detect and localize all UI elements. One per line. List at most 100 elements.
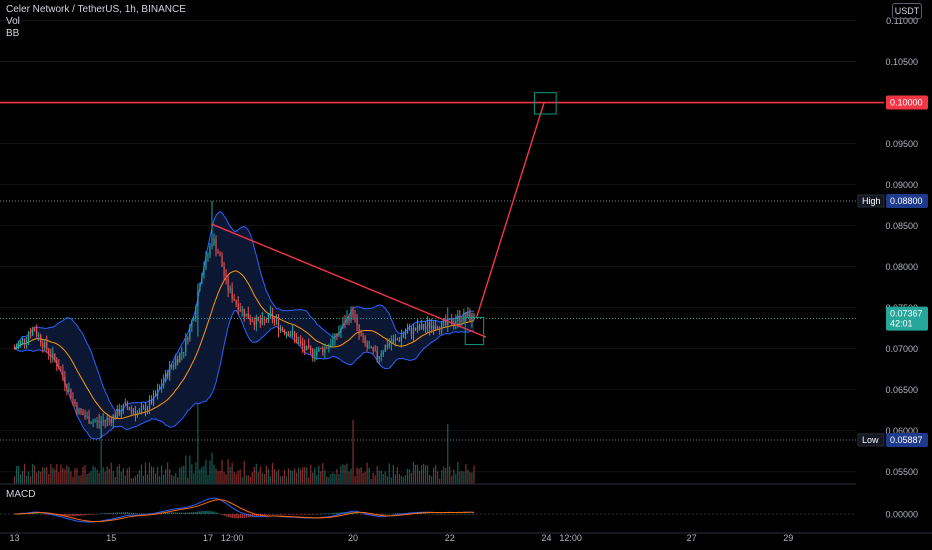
candle-body [68, 388, 70, 391]
macd-histogram-bar [191, 512, 193, 514]
macd-histogram-bar [336, 512, 338, 514]
price-tick-label: 0.08500 [885, 221, 918, 231]
candle-body [177, 359, 179, 363]
macd-histogram-bar [237, 514, 239, 519]
volume-bar [150, 466, 153, 484]
macd-histogram-bar [449, 513, 451, 515]
volume-bar [453, 469, 455, 484]
macd-histogram-bar [193, 512, 195, 514]
candle-body [211, 244, 213, 247]
volume-bar [308, 477, 310, 484]
candle-body [429, 322, 431, 329]
candle-body [92, 421, 94, 424]
candle-body [132, 409, 135, 412]
macd-histogram-bar [233, 514, 235, 519]
high-price-badge-tag [857, 194, 885, 208]
macd-histogram-bar [114, 512, 116, 514]
volume-bar [118, 464, 120, 484]
macd-histogram-bar [441, 514, 443, 515]
candle-body [227, 277, 229, 291]
candle-body [293, 331, 296, 337]
volume-bar [132, 477, 135, 484]
candle-body [346, 316, 348, 324]
candle-body [402, 335, 405, 337]
macd-histogram-bar [340, 512, 342, 514]
macd-histogram-bar [239, 514, 241, 519]
volume-bar [412, 461, 415, 484]
candle-body [414, 327, 417, 331]
macd-zero-label: 0.00000 [885, 510, 918, 520]
macd-histogram-bar [431, 513, 433, 515]
volume-bar [42, 467, 44, 484]
candle-body [273, 319, 276, 321]
candle-body [332, 339, 334, 346]
macd-histogram-bar [461, 514, 463, 515]
volume-bar [378, 470, 380, 484]
volume-bar [56, 464, 58, 484]
macd-histogram-bar [213, 511, 215, 514]
volume-bar [263, 473, 265, 484]
macd-histogram-bar [34, 513, 36, 514]
candle-body [15, 347, 18, 349]
candle-body [328, 345, 330, 349]
macd-histogram-bar [189, 512, 191, 514]
candle-body [229, 288, 231, 291]
volume-bar [241, 477, 243, 484]
time-tick-label: 12:00 [559, 533, 582, 543]
candle-body [318, 347, 320, 351]
macd-histogram-bar [144, 513, 147, 514]
volume-bar [269, 476, 272, 484]
volume-bar [249, 476, 251, 484]
candle-body [136, 412, 139, 416]
currency-button[interactable]: USDT [892, 3, 922, 19]
macd-histogram-bar [171, 512, 173, 514]
candle-body [302, 343, 304, 347]
volume-bar [84, 465, 86, 484]
volume-bar [471, 472, 473, 484]
volume-bar [138, 470, 141, 484]
volume-bar [296, 472, 298, 484]
volume-bar [199, 469, 201, 484]
candle-body [340, 328, 342, 333]
volume-bar [344, 464, 346, 484]
volume-bar [402, 477, 405, 484]
candle-body [356, 317, 358, 326]
macd-histogram-bar [364, 514, 366, 515]
volume-bar [414, 464, 417, 484]
candle-body [408, 328, 411, 331]
macd-histogram-bar [420, 513, 423, 514]
candle-body [287, 332, 290, 336]
volume-bar [338, 474, 340, 484]
candle-body [330, 345, 332, 347]
candle-body [320, 347, 322, 349]
candle-body [217, 250, 219, 254]
macd-histogram-bar [132, 512, 135, 514]
candle-body [199, 283, 201, 291]
volume-bar [271, 462, 274, 484]
volume-bar [185, 455, 187, 484]
macd-histogram-bar [179, 512, 181, 514]
descending-trendline [211, 223, 487, 338]
volume-bar [259, 466, 261, 484]
volume-bar [312, 472, 314, 484]
bb-lower-line [14, 309, 475, 440]
volume-bar [243, 461, 245, 484]
macd-histogram-bar [209, 511, 211, 514]
macd-histogram-bar [100, 513, 102, 515]
candle-body [167, 372, 169, 377]
volume-bar [114, 477, 116, 484]
volume-bar [189, 455, 191, 484]
volume-bar [437, 471, 439, 484]
macd-histogram-bar [92, 514, 94, 515]
macd-histogram-bar [386, 514, 388, 515]
candle-body [163, 380, 165, 386]
macd-histogram-bar [400, 513, 403, 514]
candle-body [422, 324, 425, 329]
volume-bar [287, 468, 290, 484]
macd-histogram-bar [90, 514, 92, 515]
candle-body [130, 409, 132, 411]
macd-histogram-bar [229, 514, 231, 518]
macd-histogram-bar [261, 514, 263, 516]
bollinger-bands-label: BB [6, 28, 20, 39]
